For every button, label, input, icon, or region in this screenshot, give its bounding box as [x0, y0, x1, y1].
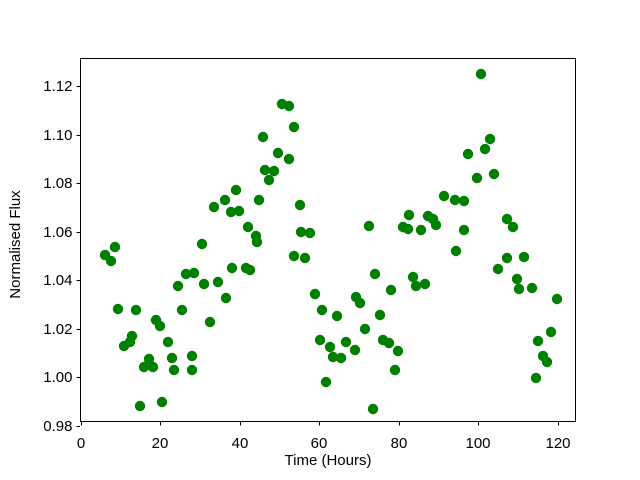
svg-text:20: 20	[152, 435, 169, 452]
svg-text:0: 0	[77, 435, 85, 452]
svg-text:60: 60	[311, 435, 328, 452]
svg-text:1.12: 1.12	[43, 78, 72, 95]
svg-text:1.10: 1.10	[43, 127, 72, 144]
svg-text:1.00: 1.00	[43, 369, 72, 386]
svg-text:1.06: 1.06	[43, 224, 72, 241]
svg-text:100: 100	[465, 435, 490, 452]
svg-text:120: 120	[545, 435, 570, 452]
svg-text:40: 40	[232, 435, 249, 452]
svg-text:0.98: 0.98	[43, 418, 72, 435]
svg-text:Normalised Flux: Normalised Flux	[7, 190, 24, 299]
svg-text:80: 80	[391, 435, 408, 452]
svg-text:1.08: 1.08	[43, 175, 72, 192]
svg-text:Time (Hours): Time (Hours)	[285, 452, 372, 469]
svg-text:1.04: 1.04	[43, 272, 72, 289]
svg-text:1.02: 1.02	[43, 321, 72, 338]
